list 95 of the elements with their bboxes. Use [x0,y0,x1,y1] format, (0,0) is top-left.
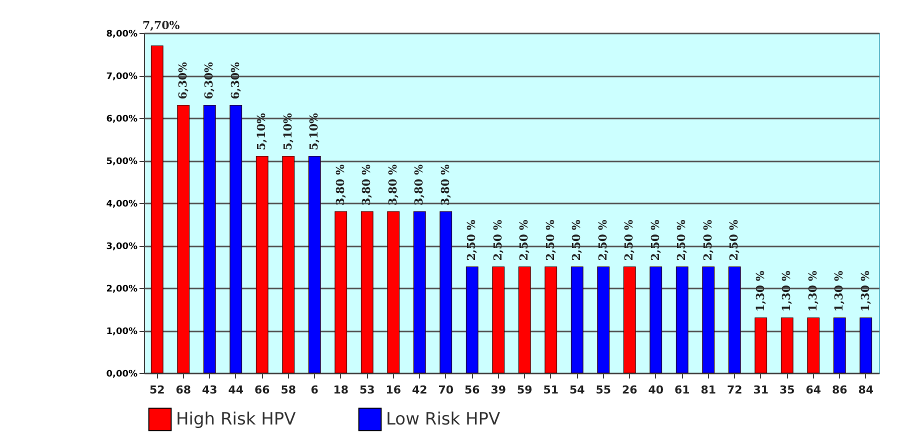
data-label: 1,30 % [858,270,872,312]
data-label: 2,50 % [518,219,531,261]
data-label: 2,50 % [675,219,688,261]
x-tick-label: 16 [386,384,402,396]
x-tick-label: 39 [490,384,506,396]
bar [597,266,610,374]
bar [466,266,478,374]
y-tick-label: 8,00% [106,30,138,40]
bar [360,211,374,374]
data-label: 2,50 % [465,219,478,261]
bar [308,156,321,374]
y-tick-label: 5,00% [106,157,138,167]
x-tick-label: 42 [412,384,428,396]
y-tick-label: 7,00% [106,72,138,82]
data-label: 3,80 % [438,164,452,206]
bar [728,266,741,374]
data-label: 3,80 % [334,164,347,206]
x-tick-label: 18 [333,384,349,396]
data-label: 2,50 % [570,219,584,261]
bar [702,266,715,374]
data-label: 1,30 % [832,270,846,312]
data-label: 3,80 % [386,164,400,206]
bar [833,317,846,374]
legend-label: High Risk HPV [176,409,296,430]
bar [780,317,794,374]
bar [150,45,164,374]
bar [282,156,295,374]
x-tick-label: 26 [622,384,638,396]
bar [754,317,768,374]
x-tick-label: 43 [202,384,218,396]
x-tick-label: 86 [832,384,848,396]
data-label: 2,50 % [544,219,557,261]
y-tick-label: 0,00% [106,370,138,380]
bar [177,104,190,374]
y-tick-label: 6,00% [106,114,138,124]
x-tick-label: 68 [176,384,192,396]
x-tick-label: 72 [726,384,742,396]
data-label: 1,30 % [780,270,794,312]
data-label: 1,30 % [754,270,767,312]
bar [203,104,216,374]
bar [492,266,505,374]
x-tick-label: 55 [596,384,612,396]
data-label: 5,10% [308,112,321,150]
data-label: 6,30% [202,61,216,100]
y-tick-label: 4,00% [106,200,138,210]
x-tick-label: 56 [464,384,480,396]
bar [860,317,872,374]
x-tick-label: 70 [438,384,454,396]
data-label: 2,50 % [701,219,714,261]
legend-label: Low Risk HPV [386,409,501,430]
bar [440,211,452,374]
x-tick-label: 84 [858,384,874,396]
bar [230,104,242,374]
data-label: 6,30% [176,61,190,100]
data-label: 2,50 % [622,219,636,261]
x-tick-label: 40 [648,384,664,396]
bar [544,266,558,374]
x-tick-label: 44 [228,384,244,396]
bar [413,211,426,374]
x-tick-label: 35 [779,384,795,396]
bar [570,266,584,374]
bar [334,211,348,374]
x-tick-label: 53 [359,384,375,396]
x-tick-label: 61 [674,384,690,396]
data-label: 2,50 % [648,219,662,261]
y-tick-label: 1,00% [106,327,138,337]
data-label: 3,80 % [412,164,426,206]
x-tick-label: 6 [310,384,319,396]
x-tick-label: 51 [543,384,559,396]
x-tick-label: 58 [280,384,296,396]
data-label: 2,50 % [596,219,610,261]
bar [518,266,531,374]
bar [623,266,636,374]
bar [807,317,820,374]
x-tick-label: 64 [806,384,822,396]
x-tick-label: 66 [254,384,270,396]
bar [256,156,268,374]
y-tick-label: 2,00% [106,284,138,294]
x-tick-label: 81 [700,384,716,396]
data-label: 3,80 % [360,164,374,206]
x-tick-label: 52 [149,384,165,396]
data-label: 2,50 % [728,219,741,261]
data-label: 5,10% [281,112,294,150]
bar [387,211,400,374]
bar [676,266,688,374]
x-tick-label: 31 [753,384,769,396]
data-label: 2,50 % [491,219,504,261]
data-label: 1,30 % [806,270,820,312]
data-label: 6,30% [228,61,242,100]
data-label: 5,10% [255,112,268,150]
x-tick-label: 54 [569,384,586,396]
data-label: 7,70% [142,19,180,32]
x-tick-label: 59 [516,384,532,396]
y-tick-label: 3,00% [106,242,138,252]
bar [650,266,662,374]
